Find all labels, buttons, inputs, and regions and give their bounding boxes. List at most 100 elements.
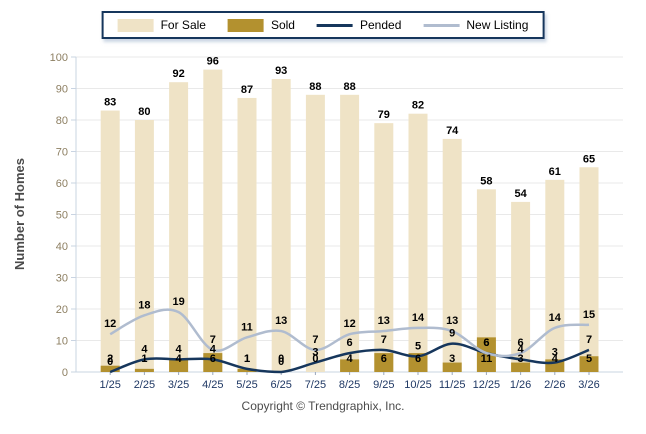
svg-text:15: 15 — [583, 309, 595, 321]
svg-text:30: 30 — [56, 273, 68, 285]
svg-text:12/25: 12/25 — [473, 379, 501, 391]
svg-text:4: 4 — [347, 353, 354, 365]
svg-text:6: 6 — [518, 337, 524, 349]
svg-text:4: 4 — [552, 353, 559, 365]
svg-text:54: 54 — [514, 188, 527, 200]
svg-text:92: 92 — [172, 68, 184, 80]
svg-text:12: 12 — [104, 318, 116, 330]
svg-text:4/25: 4/25 — [202, 379, 223, 391]
x-tick-labels: 1/25 2/25 3/25 4/25 5/25 6/25 7/25 8/25 9/25 10/2… — [99, 379, 599, 391]
svg-text:87: 87 — [241, 84, 253, 96]
svg-text:3/25: 3/25 — [168, 379, 189, 391]
svg-text:4: 4 — [176, 343, 183, 355]
legend-label-new-listing: New Listing — [466, 18, 529, 32]
svg-text:6: 6 — [415, 353, 421, 365]
svg-text:6/25: 6/25 — [270, 379, 291, 391]
y-tick-labels: 0 10 20 30 40 50 60 70 80 90 100 — [50, 52, 68, 379]
svg-text:8/25: 8/25 — [339, 379, 360, 391]
svg-text:0: 0 — [278, 353, 284, 365]
svg-text:10: 10 — [56, 336, 68, 348]
pended-line-swatch-icon — [316, 23, 353, 27]
chart-legend: For Sale Sold Pended New Listing — [101, 11, 545, 39]
svg-text:5: 5 — [586, 353, 592, 365]
svg-text:88: 88 — [309, 81, 321, 93]
svg-text:2/26: 2/26 — [544, 379, 565, 391]
svg-text:13: 13 — [378, 315, 390, 327]
svg-text:5/25: 5/25 — [236, 379, 257, 391]
svg-text:79: 79 — [378, 109, 390, 121]
svg-text:58: 58 — [480, 175, 492, 187]
svg-text:7: 7 — [586, 334, 592, 346]
svg-text:4: 4 — [141, 343, 148, 355]
svg-text:60: 60 — [56, 178, 68, 190]
svg-text:50: 50 — [56, 210, 68, 222]
svg-text:1: 1 — [141, 353, 147, 365]
copyright-text: Copyright © Trendgraphix, Inc. — [241, 399, 405, 413]
svg-text:7: 7 — [381, 334, 387, 346]
legend-item-pended: Pended — [316, 18, 402, 32]
svg-text:3: 3 — [518, 353, 524, 365]
new-listing-line-swatch-icon — [423, 23, 460, 27]
svg-text:6: 6 — [483, 337, 489, 349]
svg-text:1: 1 — [244, 353, 250, 365]
svg-text:0: 0 — [312, 353, 318, 365]
legend-label-sold: Sold — [270, 18, 295, 32]
bars-sold — [100, 337, 599, 372]
svg-text:13: 13 — [275, 315, 287, 327]
svg-text:7/25: 7/25 — [305, 379, 326, 391]
svg-text:9/25: 9/25 — [373, 379, 394, 391]
svg-text:10/25: 10/25 — [404, 379, 432, 391]
pended-line — [109, 342, 590, 374]
legend-item-new-listing: New Listing — [423, 18, 528, 32]
svg-text:7: 7 — [312, 334, 318, 346]
svg-text:3: 3 — [552, 347, 558, 359]
svg-text:12: 12 — [343, 318, 355, 330]
sold-swatch-icon — [227, 18, 264, 32]
bars-for-sale — [100, 69, 599, 373]
svg-text:4: 4 — [210, 343, 217, 355]
svg-text:5: 5 — [415, 340, 421, 352]
svg-text:83: 83 — [104, 97, 116, 109]
for-sale-value-labels: 83 80 92 96 87 93 88 88 79 82 74 58 54 61 65 — [104, 56, 595, 200]
svg-text:74: 74 — [446, 125, 459, 137]
svg-text:2: 2 — [107, 353, 113, 365]
svg-text:6: 6 — [381, 353, 387, 365]
svg-text:6: 6 — [347, 337, 353, 349]
legend-label-pended: Pended — [359, 18, 402, 32]
svg-text:80: 80 — [138, 106, 150, 118]
new-listing-value-labels: 12 18 19 7 11 13 7 12 13 14 13 6 6 14 15 — [104, 296, 595, 349]
legend-label-for-sale: For Sale — [160, 18, 206, 32]
svg-text:82: 82 — [412, 100, 424, 112]
svg-text:11: 11 — [241, 321, 253, 333]
svg-text:3/26: 3/26 — [578, 379, 599, 391]
svg-text:4: 4 — [176, 353, 183, 365]
svg-text:14: 14 — [412, 312, 425, 324]
svg-text:11/25: 11/25 — [439, 379, 466, 391]
svg-text:100: 100 — [50, 52, 68, 64]
svg-text:70: 70 — [56, 147, 68, 159]
svg-text:80: 80 — [56, 115, 68, 127]
svg-text:90: 90 — [56, 84, 68, 96]
svg-text:20: 20 — [56, 304, 68, 316]
svg-text:2/25: 2/25 — [134, 379, 155, 391]
svg-text:65: 65 — [583, 153, 595, 165]
new-listing-line — [109, 308, 590, 358]
svg-text:1/26: 1/26 — [510, 379, 531, 391]
svg-text:0: 0 — [107, 356, 113, 368]
svg-text:6: 6 — [483, 337, 489, 349]
svg-text:0: 0 — [278, 356, 284, 368]
svg-text:61: 61 — [549, 166, 561, 178]
svg-text:1: 1 — [244, 353, 250, 365]
svg-text:0: 0 — [62, 367, 68, 379]
svg-text:40: 40 — [56, 241, 68, 253]
svg-text:11: 11 — [481, 353, 493, 365]
svg-text:6: 6 — [210, 353, 216, 365]
svg-text:9: 9 — [449, 328, 455, 340]
svg-text:19: 19 — [172, 296, 184, 308]
svg-text:13: 13 — [446, 315, 458, 327]
svg-text:1/25: 1/25 — [99, 379, 120, 391]
svg-text:18: 18 — [138, 299, 150, 311]
svg-text:3: 3 — [312, 347, 318, 359]
